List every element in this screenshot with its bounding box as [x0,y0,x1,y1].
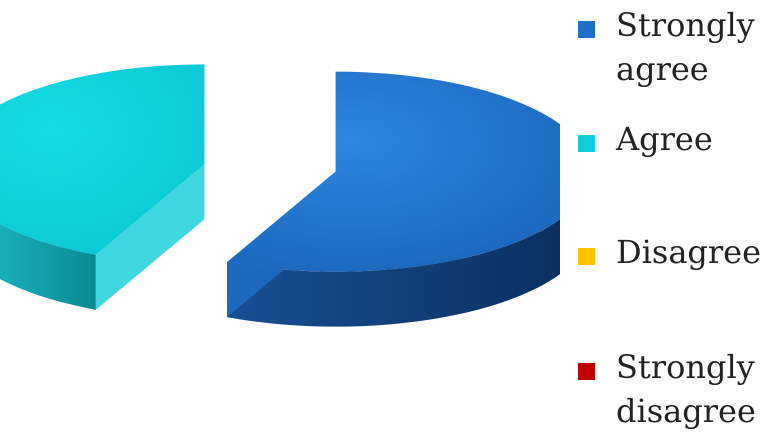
legend-label-strongly-agree: Strongly agree [616,6,755,88]
legend-label-strongly-disagree: Strongly disagree [616,348,756,430]
legend-swatch-agree [578,135,595,152]
pie-slice-face-agree [95,164,205,310]
legend-label-disagree: Disagree [616,233,762,271]
legend-swatch-strongly-disagree [578,363,595,380]
legend: Strongly agree Agree Disagree Strongly d… [578,0,778,441]
pie-chart [0,64,560,327]
pie-slice-side-agree [0,224,96,310]
pie-slice-strongly-agree [227,71,560,327]
pie-slice-top-strongly-agree [227,71,560,272]
legend-swatch-strongly-agree [578,21,595,38]
pie-slice-agree [0,64,205,310]
pie-slice-top-agree [0,64,205,255]
legend-label-agree: Agree [616,120,713,158]
pie-slice-side-strongly-agree [227,219,560,327]
legend-swatch-disagree [578,248,595,265]
